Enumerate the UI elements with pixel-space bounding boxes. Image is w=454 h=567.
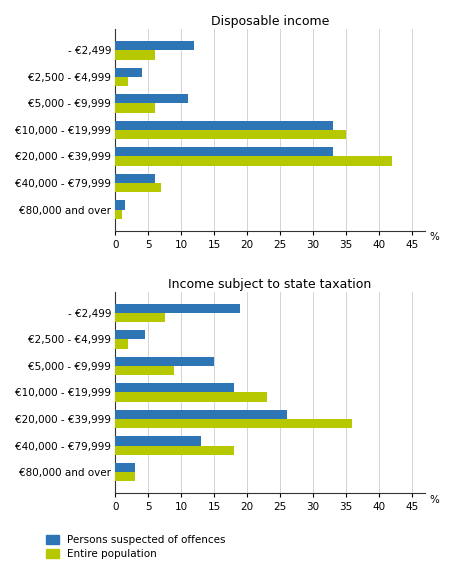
Bar [115,313,165,322]
Bar [115,183,161,192]
Bar [115,330,145,340]
Bar [115,304,241,313]
Text: %: % [429,232,439,242]
Bar [115,366,174,375]
Bar [115,156,392,166]
Bar [115,67,142,77]
Title: Disposable income: Disposable income [211,15,329,28]
Bar [115,41,194,50]
Bar [115,200,125,210]
Bar [115,472,135,481]
Bar [115,94,188,103]
Bar [115,392,267,402]
Text: %: % [429,494,439,505]
Bar [115,436,201,446]
Legend: Persons suspected of offences, Entire population: Persons suspected of offences, Entire po… [46,535,225,559]
Bar [115,147,333,156]
Bar [115,383,234,392]
Bar [115,121,333,130]
Bar [115,130,346,139]
Bar [115,174,155,183]
Bar [115,210,122,219]
Bar [115,357,214,366]
Title: Income subject to state taxation: Income subject to state taxation [168,277,372,290]
Bar [115,103,155,113]
Bar [115,50,155,60]
Bar [115,419,352,428]
Bar [115,340,128,349]
Bar [115,77,128,86]
Bar [115,446,234,455]
Bar [115,463,135,472]
Bar [115,410,286,419]
